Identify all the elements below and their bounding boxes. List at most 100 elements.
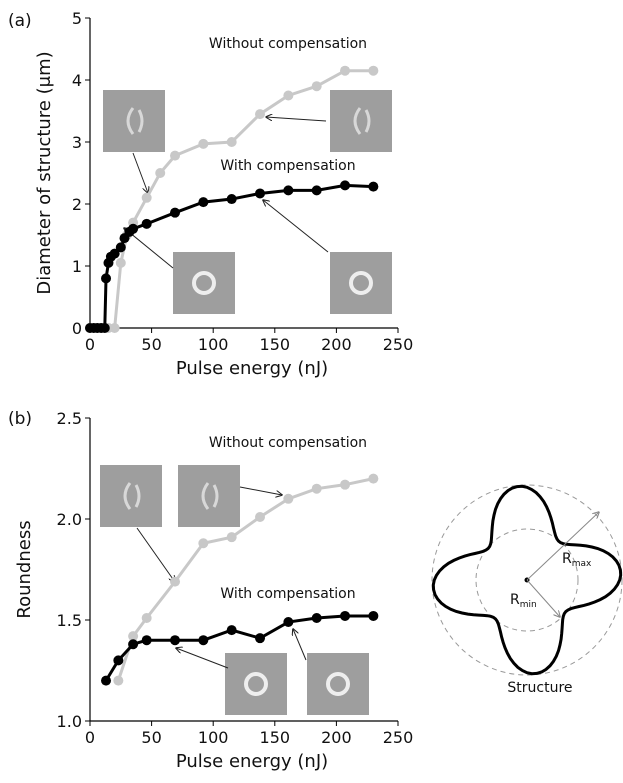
data-point bbox=[368, 473, 379, 484]
x-tick-label: 150 bbox=[260, 335, 291, 354]
series-label: With compensation bbox=[220, 158, 355, 174]
data-point bbox=[368, 65, 379, 76]
rmax-sub: max bbox=[572, 559, 592, 569]
data-point bbox=[128, 631, 139, 642]
annotation-arrow bbox=[263, 200, 329, 253]
panel-label: (b) bbox=[8, 409, 32, 429]
micrograph-mark bbox=[201, 482, 219, 510]
series-label: With compensation bbox=[220, 586, 355, 602]
data-point bbox=[113, 655, 124, 666]
y-tick-label: 4 bbox=[72, 71, 82, 90]
micrograph bbox=[173, 252, 235, 314]
rmin-main: R bbox=[510, 592, 520, 608]
annotation-arrow bbox=[176, 648, 229, 669]
x-tick-label: 200 bbox=[321, 335, 352, 354]
data-point bbox=[283, 90, 294, 101]
data-point bbox=[155, 168, 166, 178]
series-label: Without compensation bbox=[209, 36, 367, 52]
data-point bbox=[115, 242, 126, 253]
y-axis-label: Diameter of structure (μm) bbox=[34, 51, 55, 294]
data-point bbox=[113, 675, 124, 686]
x-tick-label: 250 bbox=[383, 728, 414, 747]
data-point bbox=[255, 109, 266, 120]
data-point bbox=[115, 257, 126, 268]
data-point bbox=[101, 675, 112, 686]
y-axis-label: Roundness bbox=[14, 520, 35, 618]
data-point bbox=[340, 65, 351, 76]
micrograph bbox=[307, 653, 369, 715]
y-tick-label: 2 bbox=[72, 195, 82, 214]
structure-label: Structure bbox=[507, 680, 572, 696]
inner-circle bbox=[475, 528, 579, 632]
data-point bbox=[255, 188, 266, 199]
data-point bbox=[170, 207, 181, 218]
data-point bbox=[198, 197, 209, 208]
x-axis-label: Pulse energy (nJ) bbox=[176, 751, 328, 772]
micrograph-mark bbox=[126, 107, 144, 135]
y-tick-label: 2.5 bbox=[57, 409, 82, 428]
rmax-arrow bbox=[526, 512, 599, 581]
micrograph bbox=[178, 465, 240, 527]
x-tick-label: 100 bbox=[198, 728, 229, 747]
rmin-label: Rmin bbox=[510, 592, 537, 610]
data-point bbox=[226, 137, 237, 147]
data-point bbox=[170, 635, 181, 646]
outer-circle bbox=[431, 484, 623, 676]
data-point bbox=[226, 194, 237, 205]
rmax-main: R bbox=[562, 551, 572, 567]
micrograph bbox=[225, 653, 287, 715]
data-point bbox=[109, 323, 120, 333]
data-point bbox=[141, 635, 152, 646]
rmin-arrow bbox=[526, 579, 560, 617]
data-point bbox=[340, 479, 351, 490]
x-tick-label: 50 bbox=[141, 728, 161, 747]
y-tick-label: 2.0 bbox=[57, 510, 82, 529]
chart-panel: (a) 0 50 100 150 200 250 0 1 2 3 4 5 Pulse energy (nJ… bbox=[8, 9, 413, 379]
roundness-diagram: Rmax Rmin Structure bbox=[431, 484, 623, 696]
x-axis-label: Pulse energy (nJ) bbox=[176, 358, 328, 379]
x-tick-label: 0 bbox=[85, 335, 95, 354]
micrograph bbox=[330, 252, 392, 314]
data-point bbox=[170, 150, 181, 161]
data-point bbox=[283, 617, 294, 628]
x-tick-label: 50 bbox=[141, 335, 161, 354]
micrograph-ring bbox=[326, 672, 350, 696]
x-tick-label: 150 bbox=[260, 728, 291, 747]
data-point bbox=[340, 180, 351, 191]
data-point bbox=[283, 493, 294, 504]
micrograph-ring bbox=[244, 672, 268, 696]
annotation-arrow bbox=[239, 486, 282, 495]
data-point bbox=[141, 192, 152, 203]
chart-panel: (b) 0 50 100 150 200 250 1.0 1.5 2.0 2.5 Pulse ener… bbox=[8, 409, 413, 772]
panel-label: (a) bbox=[8, 11, 32, 31]
annotation-arrow bbox=[132, 152, 148, 193]
x-tick-label: 100 bbox=[198, 335, 229, 354]
data-point bbox=[128, 223, 139, 234]
micrograph-mark bbox=[353, 107, 371, 135]
data-point bbox=[226, 625, 237, 636]
data-point bbox=[368, 181, 379, 192]
data-point bbox=[128, 639, 139, 650]
annotation-arrow bbox=[293, 629, 307, 661]
data-point bbox=[99, 323, 110, 333]
data-point bbox=[311, 483, 322, 494]
micrograph bbox=[100, 465, 162, 527]
micrograph-ring bbox=[192, 271, 216, 295]
x-tick-label: 0 bbox=[85, 728, 95, 747]
y-tick-label: 1 bbox=[72, 257, 82, 276]
y-tick-label: 1.0 bbox=[57, 712, 82, 731]
x-tick-label: 200 bbox=[321, 728, 352, 747]
data-point bbox=[101, 273, 112, 284]
structure-outline bbox=[431, 484, 623, 676]
micrograph bbox=[103, 90, 165, 152]
y-tick-label: 5 bbox=[72, 9, 82, 28]
data-point bbox=[311, 185, 322, 196]
data-point bbox=[311, 81, 322, 92]
data-point bbox=[226, 532, 237, 543]
data-point bbox=[141, 612, 152, 623]
x-tick-label: 250 bbox=[383, 335, 414, 354]
data-point bbox=[170, 576, 181, 587]
data-point bbox=[198, 138, 209, 149]
rmin-sub: min bbox=[520, 600, 537, 610]
